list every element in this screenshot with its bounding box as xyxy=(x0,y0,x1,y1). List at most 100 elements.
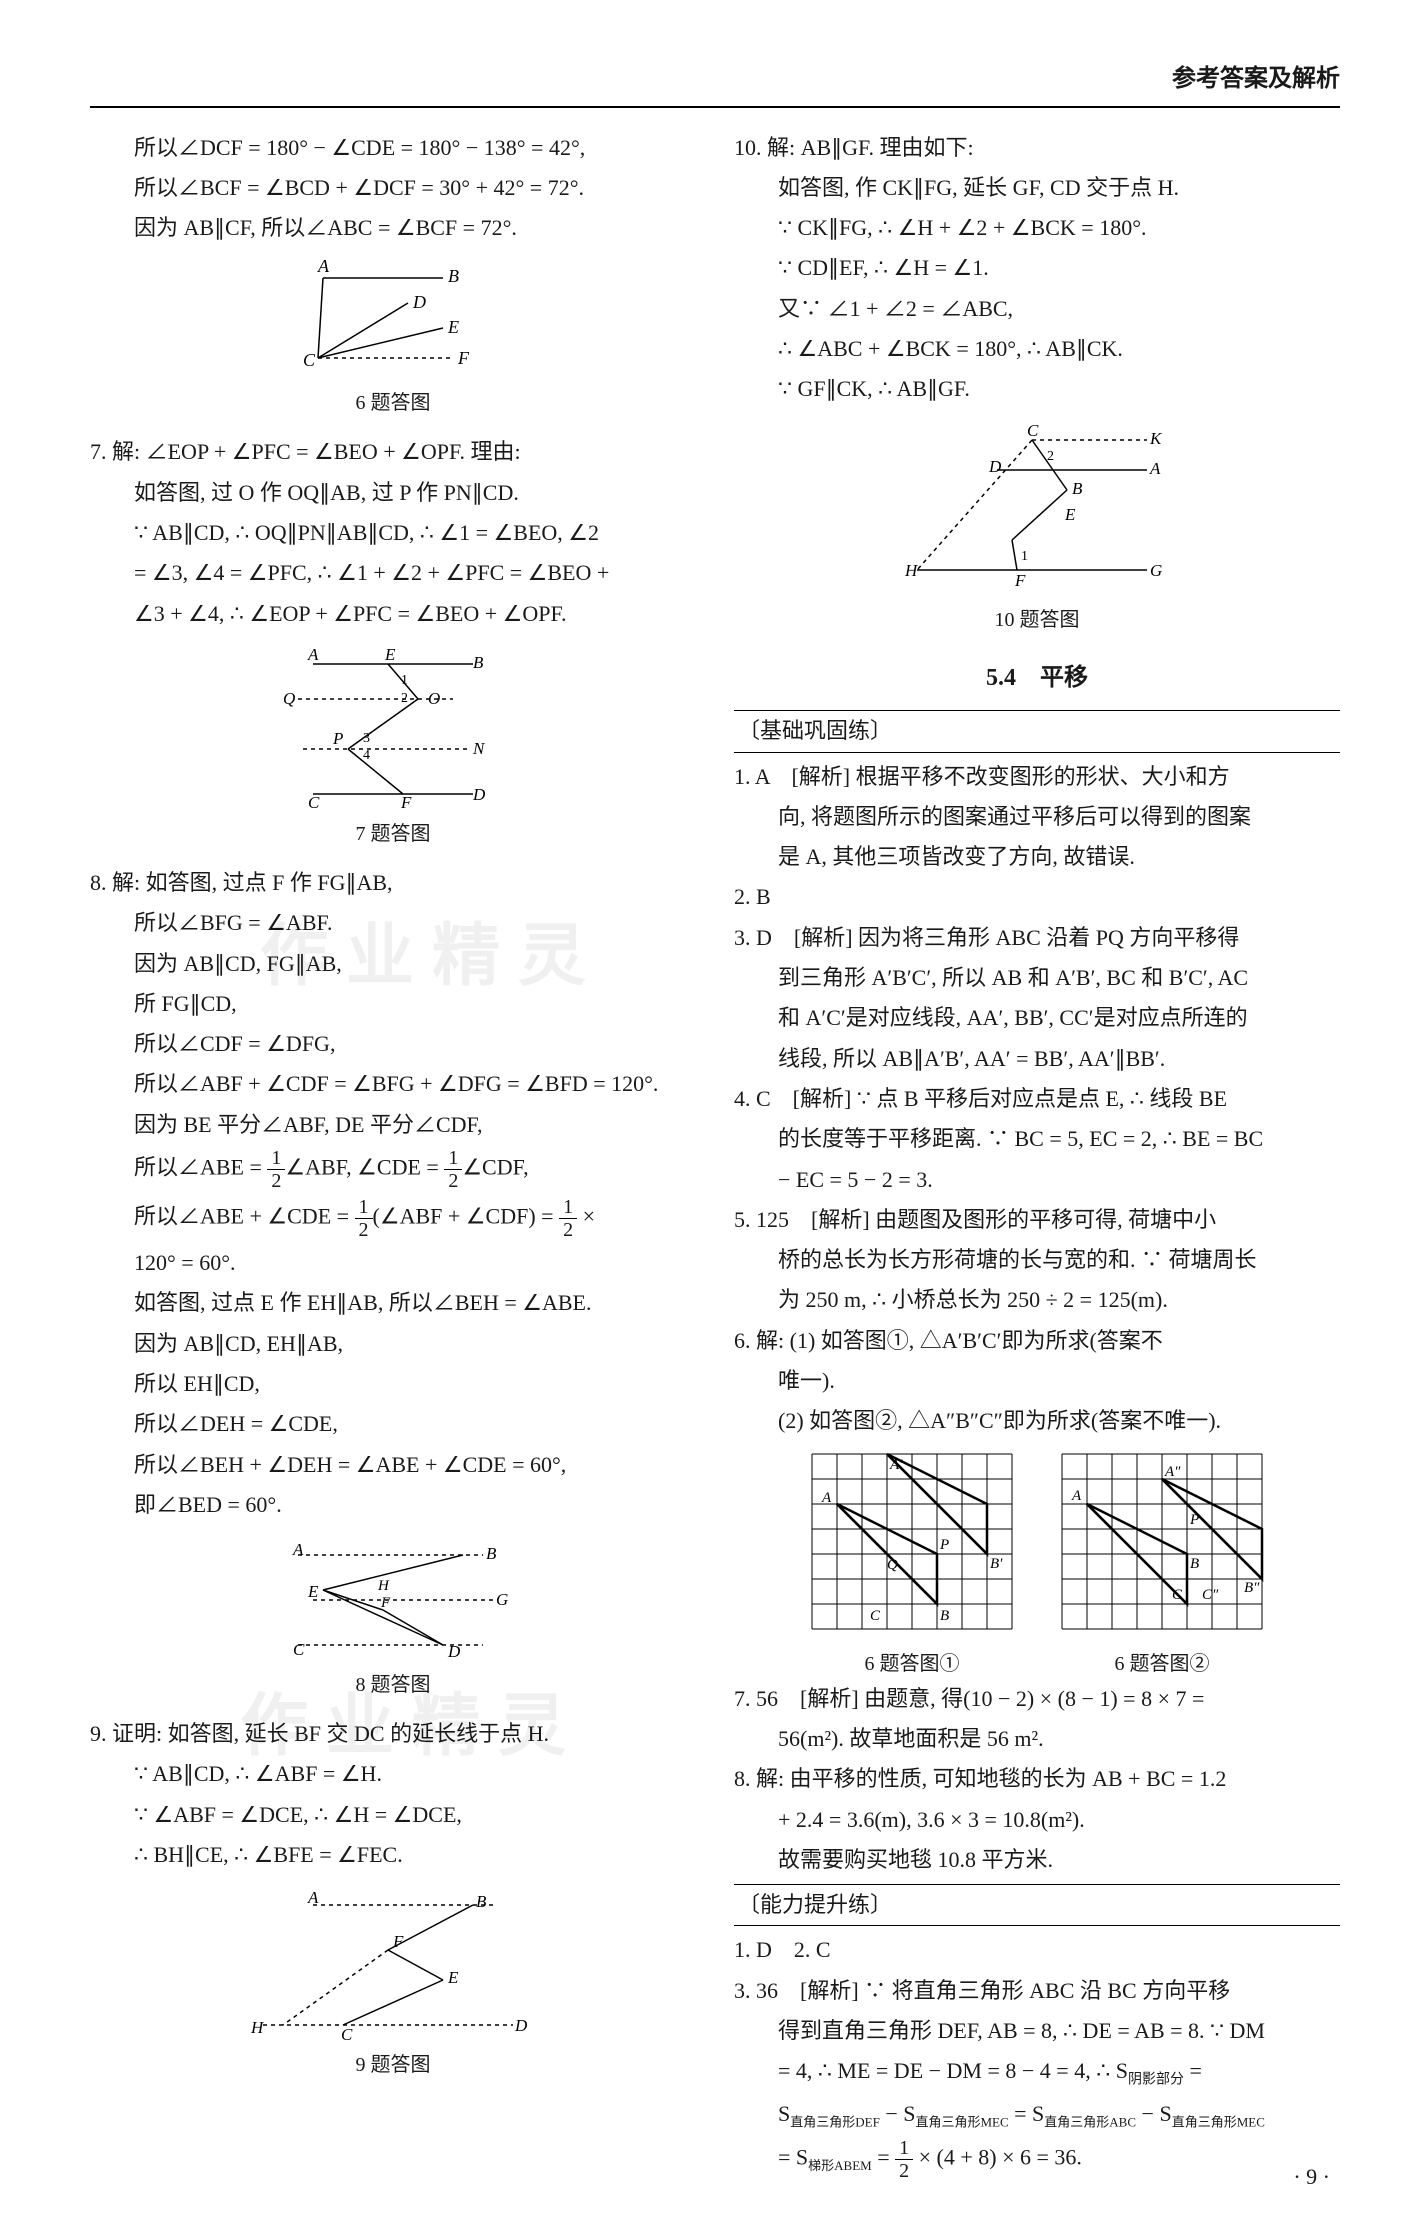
text-line: 7. 56 [解析] 由题意, 得(10 − 2) × (8 − 1) = 8 … xyxy=(734,1681,1340,1717)
text-line: 为 250 m, ∴ 小桥总长为 250 ÷ 2 = 125(m). xyxy=(734,1282,1340,1318)
svg-text:D: D xyxy=(412,292,426,312)
subhead-advanced: 〔能力提升练〕 xyxy=(734,1884,1340,1926)
text-line: 因为 AB∥CD, FG∥AB, xyxy=(90,946,696,982)
text-line: 7. 解: ∠EOP + ∠PFC = ∠BEO + ∠OPF. 理由: xyxy=(90,434,696,470)
text-line: 因为 AB∥CD, EH∥AB, xyxy=(90,1326,696,1362)
figure-caption: 9 题答图 xyxy=(356,2054,431,2076)
svg-text:D: D xyxy=(472,785,486,804)
text-line: 即∠BED = 60°. xyxy=(90,1487,696,1523)
svg-text:F: F xyxy=(380,1595,391,1611)
svg-text:C: C xyxy=(308,793,320,812)
figure-caption: 8 题答图 xyxy=(356,1674,431,1696)
figure-6-left: A′ A P Q C B B′ 6 题答图① xyxy=(802,1444,1022,1681)
svg-text:A′: A′ xyxy=(889,1457,903,1473)
right-column: 10. 解: AB∥GF. 理由如下: 如答图, 作 CK∥FG, 延长 GF,… xyxy=(734,130,1340,2186)
svg-text:Q: Q xyxy=(887,1557,898,1573)
svg-text:C″: C″ xyxy=(1202,1587,1219,1603)
svg-text:N: N xyxy=(472,739,486,758)
page-header: 参考答案及解析 xyxy=(90,60,1340,108)
svg-text:E: E xyxy=(1064,505,1076,524)
text-line: 因为 BE 平分∠ABF, DE 平分∠CDF, xyxy=(90,1107,696,1143)
text-line: 120° = 60°. xyxy=(90,1245,696,1281)
text-line: 桥的总长为长方形荷塘的长与宽的和. ∵ 荷塘周长 xyxy=(734,1242,1340,1278)
text-line: = ∠3, ∠4 = ∠PFC, ∴ ∠1 + ∠2 + ∠PFC = ∠BEO… xyxy=(90,555,696,591)
text-line: 如答图, 作 CK∥FG, 延长 GF, CD 交于点 H. xyxy=(734,170,1340,206)
text-line: = 4, ∴ ME = DE − DM = 8 − 4 = 4, ∴ S阴影部分… xyxy=(734,2053,1340,2091)
text-line: 10. 解: AB∥GF. 理由如下: xyxy=(734,130,1340,166)
text-line: 所以∠BCF = ∠BCD + ∠DCF = 30° + 42° = 72°. xyxy=(90,170,696,206)
text-line: 唯一). xyxy=(734,1363,1340,1399)
figure-10-svg: C K D 2 B A E 1 H F G xyxy=(897,420,1177,600)
text-line: 如答图, 过 O 作 OQ∥AB, 过 P 作 PN∥CD. xyxy=(90,475,696,511)
text-line: 8. 解: 如答图, 过点 F 作 FG∥AB, xyxy=(90,865,696,901)
svg-text:E: E xyxy=(447,1968,459,1987)
svg-text:1: 1 xyxy=(401,673,408,688)
figure-7-svg: A E B Q O 1 2 P 3 4 N C F D xyxy=(273,644,513,814)
section-title: 5.4 平移 xyxy=(734,651,1340,705)
svg-text:C: C xyxy=(870,1608,881,1624)
text-line: 所 FG∥CD, xyxy=(90,986,696,1022)
svg-text:H: H xyxy=(904,561,919,580)
svg-text:Q: Q xyxy=(283,689,295,708)
text-line: 2. B xyxy=(734,879,1340,915)
figure-6: A B D E C F 6 题答图 xyxy=(90,258,696,420)
svg-text:C: C xyxy=(1027,421,1039,440)
text-line: 3. 36 [解析] ∵ 将直角三角形 ABC 沿 BC 方向平移 xyxy=(734,1973,1340,2009)
text-line: 如答图, 过点 E 作 EH∥AB, 所以∠BEH = ∠ABE. xyxy=(90,1285,696,1321)
text-line: 所以 EH∥CD, xyxy=(90,1366,696,1402)
text-line: 所以∠ABF + ∠CDF = ∠BFG + ∠DFG = ∠BFD = 120… xyxy=(90,1066,696,1102)
figure-caption: 6 题答图② xyxy=(1115,1653,1210,1675)
text-line: S直角三角形DEF − S直角三角形MEC = S直角三角形ABC − S直角三… xyxy=(734,2096,1340,2133)
text-line: 到三角形 A′B′C′, 所以 AB 和 A′B′, BC 和 B′C′, AC xyxy=(734,960,1340,996)
text-line: 所以∠BFG = ∠ABF. xyxy=(90,905,696,941)
figure-caption: 7 题答图 xyxy=(356,823,431,845)
svg-text:A: A xyxy=(307,645,319,664)
svg-text:D: D xyxy=(988,457,1002,476)
svg-text:A″: A″ xyxy=(1164,1464,1181,1480)
svg-text:A: A xyxy=(1071,1488,1082,1504)
text-line: ∠3 + ∠4, ∴ ∠EOP + ∠PFC = ∠BEO + ∠OPF. xyxy=(90,596,696,632)
figure-10: C K D 2 B A E 1 H F G 10 题答图 xyxy=(734,420,1340,637)
text-line: ∵ GF∥CK, ∴ AB∥GF. xyxy=(734,371,1340,407)
svg-text:F: F xyxy=(400,793,412,812)
text-line: 所以∠DCF = 180° − ∠CDE = 180° − 138° = 42°… xyxy=(90,130,696,166)
text-line: 故需要购买地毯 10.8 平方米. xyxy=(734,1842,1340,1878)
left-column: 所以∠DCF = 180° − ∠CDE = 180° − 138° = 42°… xyxy=(90,130,696,2186)
content-columns: 所以∠DCF = 180° − ∠CDE = 180° − 138° = 42°… xyxy=(90,130,1340,2186)
svg-text:P: P xyxy=(1189,1512,1199,1528)
svg-text:C: C xyxy=(1172,1587,1183,1603)
text-line: 1. A [解析] 根据平移不改变图形的形状、大小和方 xyxy=(734,759,1340,795)
text-line: 所以∠ABE = 12∠ABF, ∠CDE = 12∠CDF, xyxy=(90,1147,696,1192)
figure-9-svg: A B F E C H D xyxy=(243,1885,543,2045)
text-line: 所以∠DEH = ∠CDE, xyxy=(90,1406,696,1442)
svg-text:E: E xyxy=(307,1582,319,1601)
svg-text:A: A xyxy=(821,1490,832,1506)
text-line: 3. D [解析] 因为将三角形 ABC 沿着 PQ 方向平移得 xyxy=(734,920,1340,956)
text-line: ∵ ∠ABF = ∠DCE, ∴ ∠H = ∠DCE, xyxy=(90,1797,696,1833)
grid-svg-1: A′ A P Q C B B′ xyxy=(802,1444,1022,1644)
text-line: 4. C [解析] ∵ 点 B 平移后对应点是点 E, ∴ 线段 BE xyxy=(734,1081,1340,1117)
text-line: 因为 AB∥CF, 所以∠ABC = ∠BCF = 72°. xyxy=(90,210,696,246)
text-line: 所以∠ABE + ∠CDE = 12(∠ABF + ∠CDF) = 12 × xyxy=(90,1196,696,1241)
figure-6-pair: A′ A P Q C B B′ 6 题答图① xyxy=(734,1444,1340,1681)
text-line: = S梯形ABEM = 12 × (4 + 8) × 6 = 36. xyxy=(734,2137,1340,2182)
svg-text:D: D xyxy=(514,2016,528,2035)
svg-text:A: A xyxy=(317,258,330,276)
text-line: 得到直角三角形 DEF, AB = 8, ∴ DE = AB = 8. ∵ DM xyxy=(734,2013,1340,2049)
svg-text:A: A xyxy=(292,1540,304,1559)
text-line: 是 A, 其他三项皆改变了方向, 故错误. xyxy=(734,839,1340,875)
text-line: 56(m²). 故草地面积是 56 m². xyxy=(734,1721,1340,1757)
svg-text:C: C xyxy=(303,350,316,370)
text-line: ∴ ∠ABC + ∠BCK = 180°, ∴ AB∥CK. xyxy=(734,331,1340,367)
svg-text:G: G xyxy=(496,1590,508,1609)
text-line: ∴ BH∥CE, ∴ ∠BFE = ∠FEC. xyxy=(90,1837,696,1873)
svg-text:2: 2 xyxy=(401,691,408,706)
figure-caption: 10 题答图 xyxy=(995,609,1080,631)
svg-text:B: B xyxy=(486,1544,497,1563)
figure-caption: 6 题答图 xyxy=(356,392,431,414)
figure-caption: 6 题答图① xyxy=(865,1653,960,1675)
figure-7: A E B Q O 1 2 P 3 4 N C F D 7 题答图 xyxy=(90,644,696,851)
svg-text:B: B xyxy=(476,1892,487,1911)
svg-text:B″: B″ xyxy=(1244,1580,1260,1596)
svg-text:B: B xyxy=(448,266,459,286)
